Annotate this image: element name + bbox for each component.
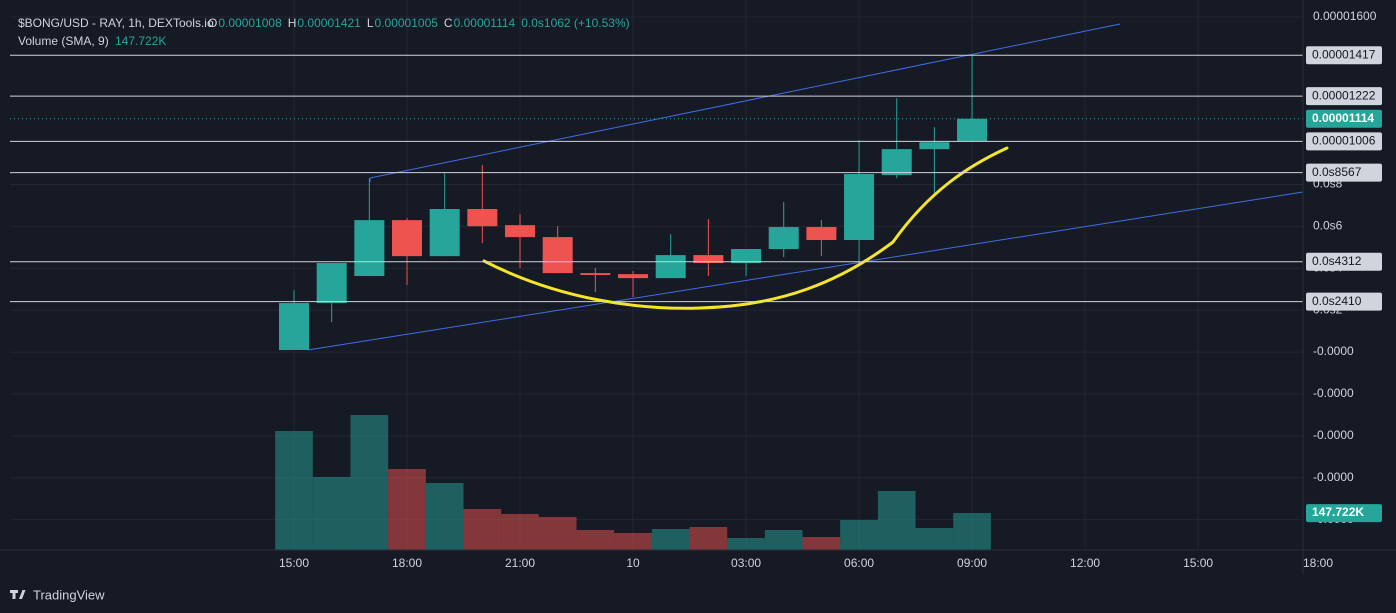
volume-bar — [689, 527, 728, 550]
volume-bar — [651, 529, 690, 550]
volume-bar — [275, 431, 313, 550]
x-tick-label: 21:00 — [505, 556, 535, 570]
level-label: 0.0s2410 — [1312, 294, 1362, 308]
volume-sma-label-box — [1306, 504, 1382, 523]
price-axis — [1303, 0, 1396, 575]
levels — [10, 54, 1303, 303]
x-tick-label: 15:00 — [1183, 556, 1213, 570]
volume-bar — [501, 514, 539, 550]
y-tick-label: -0.0000 — [1313, 386, 1354, 400]
y-tick-label: 0.0s6 — [1313, 219, 1343, 233]
current-price: 0.00001114 — [1312, 111, 1374, 125]
plot-area — [275, 54, 991, 550]
current-price-box — [1306, 109, 1382, 128]
y-tick-label: -0.0000 — [1313, 344, 1354, 358]
volume-bar — [953, 513, 991, 550]
volume-sma-label: 147.722K — [1312, 505, 1364, 519]
candle-body — [279, 303, 309, 350]
brand-logo — [10, 590, 26, 599]
candle-body — [957, 118, 988, 141]
candle-body — [467, 209, 498, 227]
level-label: 0.0s4312 — [1312, 254, 1362, 268]
volume-bar — [614, 533, 652, 550]
level-label-box — [1306, 163, 1382, 182]
candle-body — [731, 249, 762, 264]
volume-title: Volume (SMA, 9) — [18, 34, 109, 48]
x-tick-label: 15:00 — [279, 556, 309, 570]
ohlc-letter: O — [208, 16, 217, 30]
candle-body — [354, 220, 385, 277]
channel-line — [369, 23, 1121, 179]
x-tick-label: 18:00 — [392, 556, 422, 570]
candle-body — [919, 142, 950, 150]
volume-bar — [764, 530, 803, 550]
level-label-box — [1306, 252, 1382, 271]
level-label: 0.00001006 — [1312, 134, 1376, 148]
cup-curve — [482, 146, 1009, 310]
candle-body — [392, 220, 423, 257]
y-tick-label: -0.0000 — [1313, 470, 1354, 484]
candle-body — [881, 149, 912, 176]
x-tick-label: 12:00 — [1070, 556, 1100, 570]
candle-body — [580, 273, 611, 275]
candle-body — [316, 263, 347, 304]
price-change: 0.0s1062 (+10.53%) — [521, 16, 629, 30]
candle-body — [806, 227, 837, 241]
volume-bar — [915, 528, 954, 550]
level-label: 0.00001417 — [1312, 47, 1376, 61]
level-label-box — [1306, 132, 1382, 151]
brand: TradingView — [10, 587, 105, 602]
candle-body — [429, 209, 460, 257]
level-label-box — [1306, 292, 1382, 311]
volume-bar — [576, 530, 615, 550]
x-tick-label: 03:00 — [731, 556, 761, 570]
level-label: 0.00001222 — [1312, 88, 1376, 102]
volume-bar — [425, 483, 464, 550]
level-label-box — [1306, 46, 1382, 65]
ohlc-letter: C — [444, 16, 453, 30]
chart-title: $BONG/USD - RAY, 1h, DEXTools.io — [18, 16, 214, 30]
volume-bar — [802, 537, 841, 550]
volume-bar — [312, 477, 351, 550]
candle-body — [505, 225, 536, 238]
volume-bar — [877, 491, 916, 550]
x-axis: 15:00 18:00 21:00 10 03:00 06:00 09:00 12:00 15:… — [279, 556, 1333, 570]
volume-bar — [727, 538, 765, 550]
level-label-box — [1306, 87, 1382, 106]
level-label: 0.0s8567 — [1312, 165, 1362, 179]
ohlc-value: 0.00001008 — [218, 16, 282, 30]
x-tick-label: 09:00 — [957, 556, 987, 570]
volume-bar — [463, 509, 502, 550]
volume-bar — [350, 415, 389, 550]
header: $BONG/USD - RAY, 1h, DEXTools.io Volume … — [18, 16, 630, 48]
volume-sma: 147.722K — [115, 34, 166, 48]
y-tick-label: 0.00001600 — [1313, 9, 1377, 23]
volume-bar — [538, 517, 577, 550]
drawings — [307, 23, 1304, 351]
x-tick-label: 10 — [626, 556, 640, 570]
candle-body — [655, 255, 686, 279]
channel-line — [307, 191, 1304, 351]
brand-name: TradingView — [33, 587, 105, 602]
y-tick-label: -0.0000 — [1313, 428, 1354, 442]
candle-body — [618, 274, 649, 279]
x-tick-label: 06:00 — [844, 556, 874, 570]
ohlc-letter: L — [367, 16, 374, 30]
candle-body — [768, 227, 799, 250]
ohlc-value: 0.00001114 — [454, 16, 516, 30]
candle-body — [693, 255, 724, 264]
x-tick-label: 18:00 — [1303, 556, 1333, 570]
ohlc-value: 0.00001005 — [375, 16, 439, 30]
ohlc-letter: H — [288, 16, 297, 30]
axis-labels: 0.00001417 0.00001222 0.00001006 0.0s8567 0.… — [1306, 46, 1382, 523]
candle-body — [844, 174, 875, 241]
ohlc-value: 0.00001421 — [297, 16, 361, 30]
candle-body — [542, 237, 573, 274]
volume-bar — [388, 469, 426, 550]
volume-bar — [840, 520, 878, 550]
